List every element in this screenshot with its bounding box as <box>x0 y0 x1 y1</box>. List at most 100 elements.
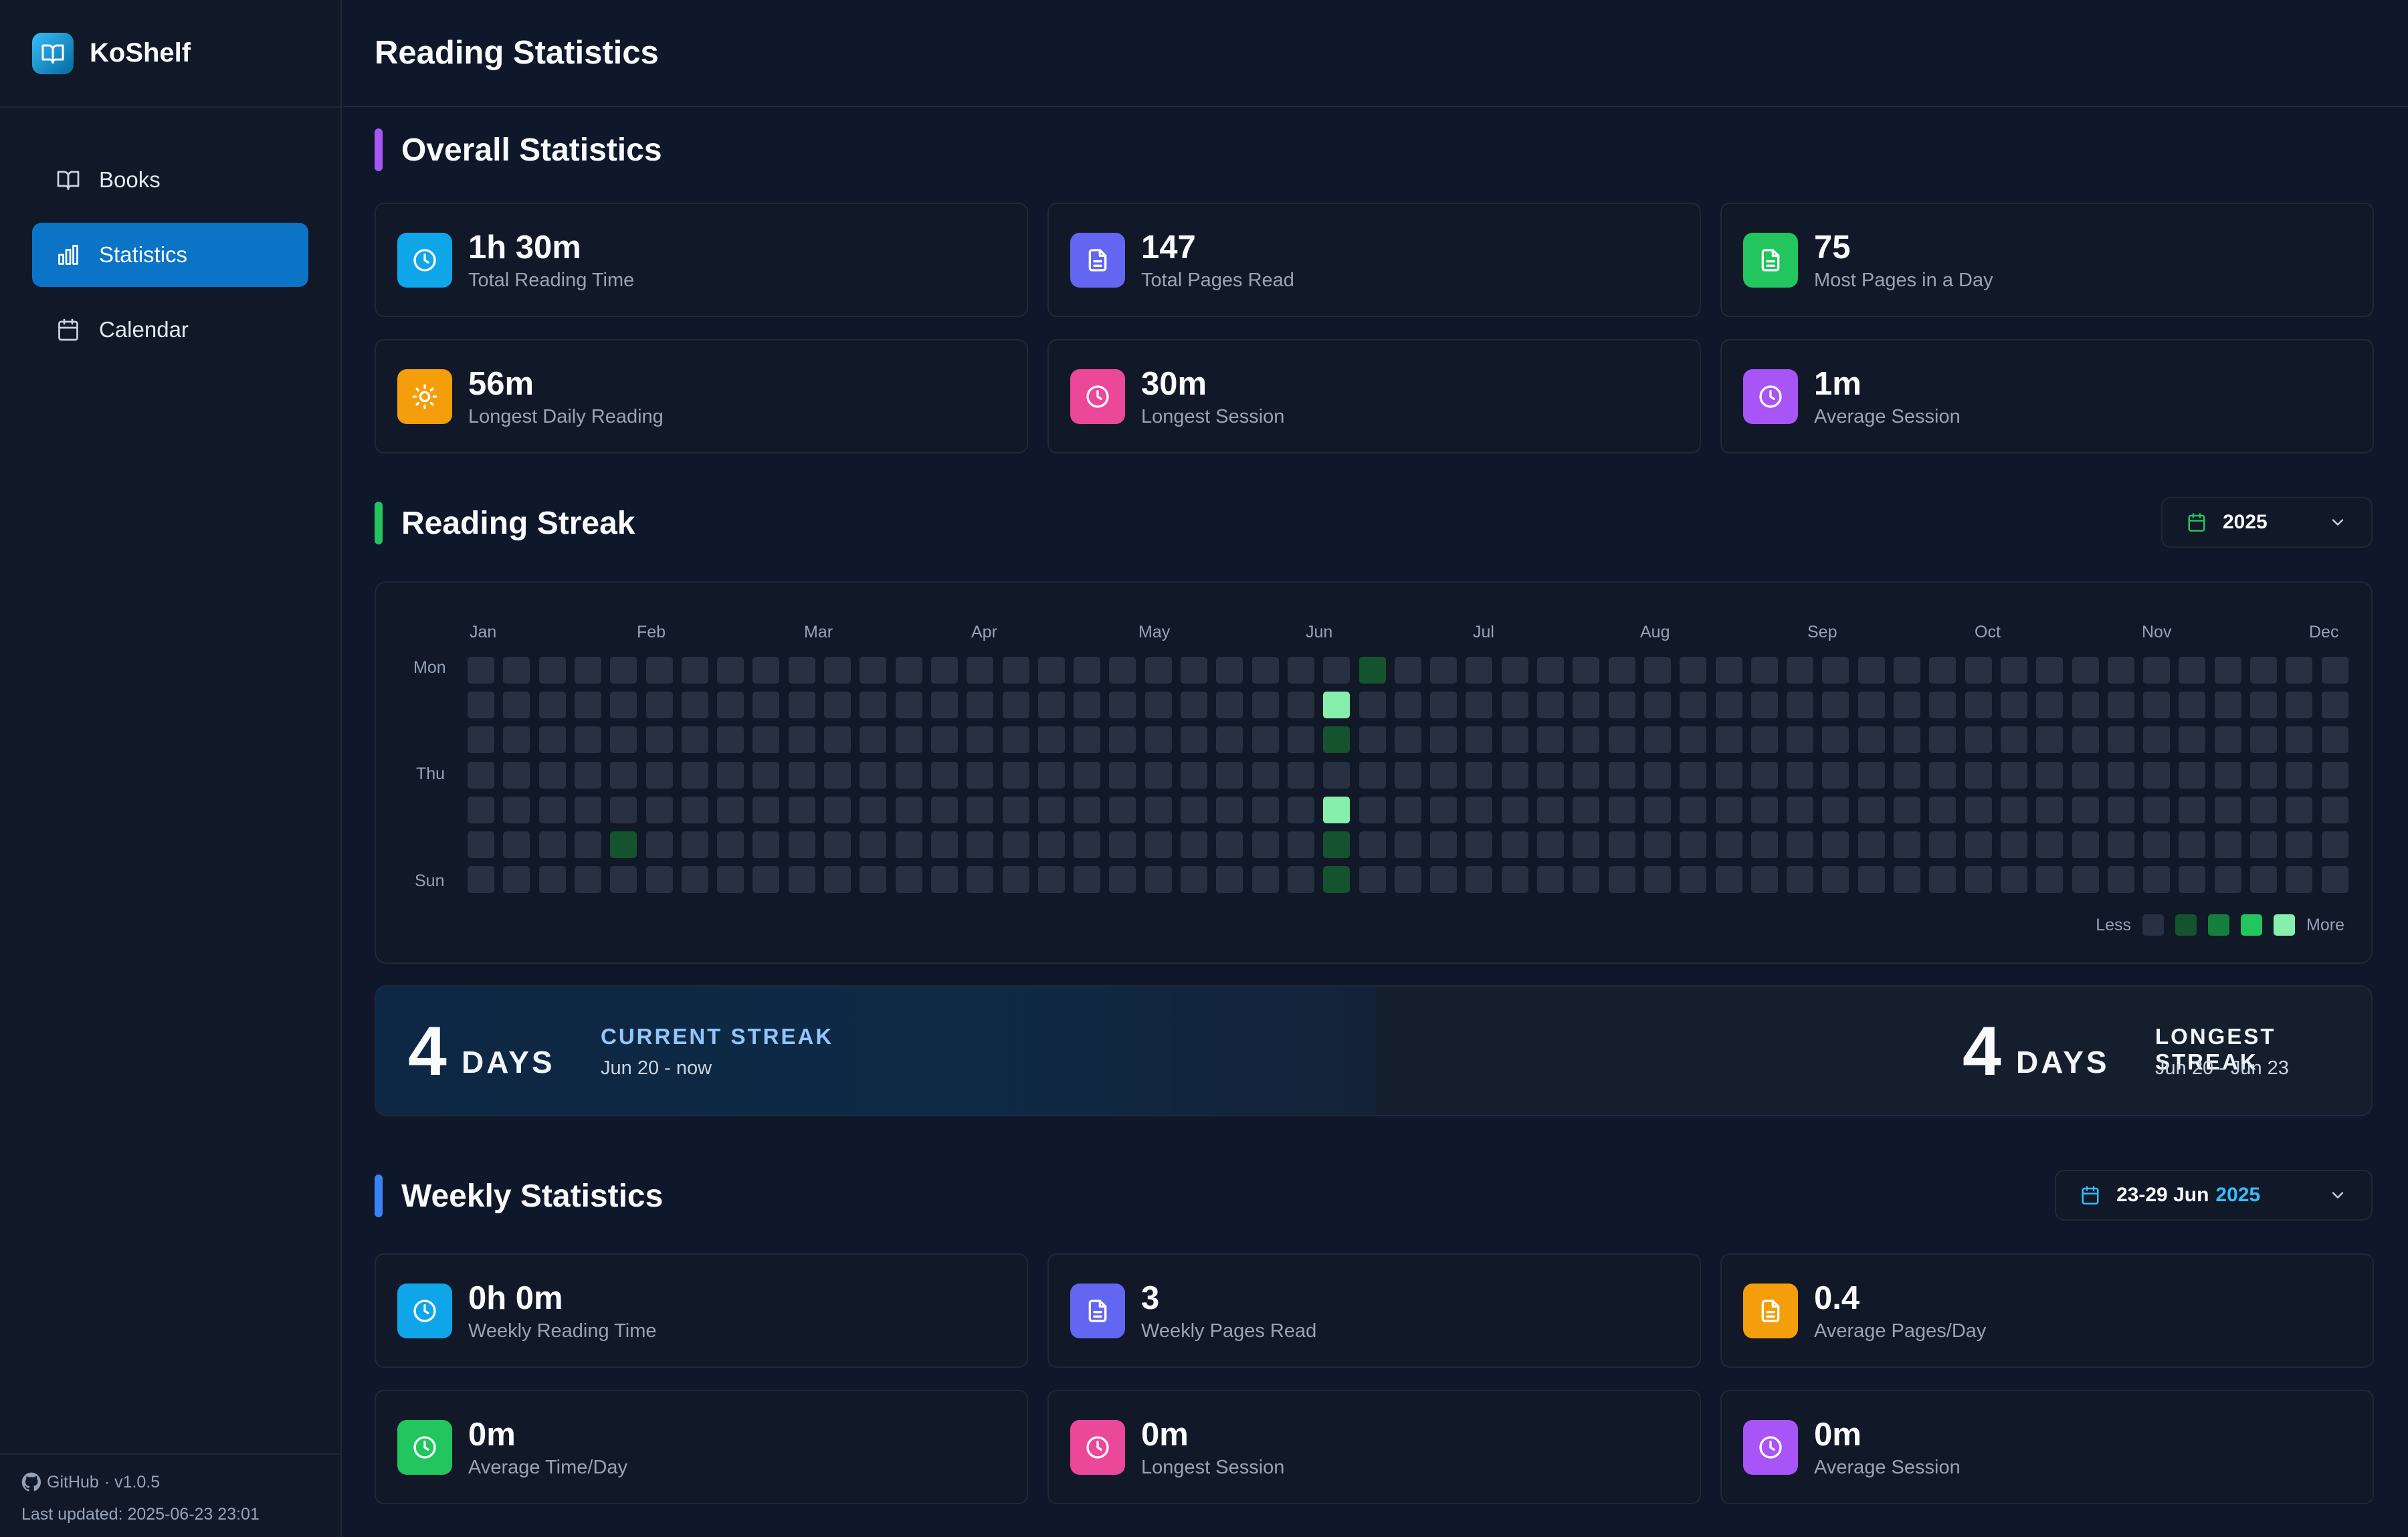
heatmap-cell[interactable] <box>2250 692 2277 718</box>
heatmap-cell[interactable] <box>2001 866 2027 893</box>
week-select[interactable]: 23-29 Jun 2025 <box>2055 1170 2373 1221</box>
heatmap-cell[interactable] <box>717 692 744 718</box>
heatmap-cell[interactable] <box>1395 692 1421 718</box>
heatmap-cell[interactable] <box>503 762 530 789</box>
heatmap-cell[interactable] <box>1430 831 1457 858</box>
heatmap-cell[interactable] <box>1109 797 1136 823</box>
heatmap-cell[interactable] <box>1323 657 1350 684</box>
heatmap-cell[interactable] <box>2036 831 2063 858</box>
heatmap-cell[interactable] <box>2322 831 2348 858</box>
heatmap-cell[interactable] <box>1609 657 1635 684</box>
heatmap-cell[interactable] <box>1359 797 1386 823</box>
heatmap-cell[interactable] <box>1252 762 1279 789</box>
heatmap-cell[interactable] <box>1502 726 1528 753</box>
heatmap-cell[interactable] <box>1181 657 1207 684</box>
heatmap-cell[interactable] <box>1074 866 1100 893</box>
heatmap-cell[interactable] <box>1252 657 1279 684</box>
heatmap-cell[interactable] <box>1003 657 1029 684</box>
heatmap-cell[interactable] <box>1288 831 1314 858</box>
heatmap-cell[interactable] <box>1680 831 1706 858</box>
heatmap-cell[interactable] <box>1894 692 1920 718</box>
heatmap-cell[interactable] <box>2179 797 2205 823</box>
heatmap-cell[interactable] <box>1751 726 1778 753</box>
heatmap-cell[interactable] <box>1573 831 1599 858</box>
heatmap-cell[interactable] <box>717 726 744 753</box>
heatmap-cell[interactable] <box>468 831 494 858</box>
heatmap-cell[interactable] <box>1074 797 1100 823</box>
heatmap-cell[interactable] <box>2036 692 2063 718</box>
heatmap-cell[interactable] <box>2250 726 2277 753</box>
heatmap-cell[interactable] <box>646 726 673 753</box>
heatmap-cell[interactable] <box>1822 866 1849 893</box>
heatmap-cell[interactable] <box>1216 726 1243 753</box>
heatmap-cell[interactable] <box>610 866 637 893</box>
heatmap-cell[interactable] <box>2286 797 2312 823</box>
heatmap-cell[interactable] <box>2322 797 2348 823</box>
heatmap-cell[interactable] <box>1252 797 1279 823</box>
heatmap-cell[interactable] <box>2143 797 2170 823</box>
heatmap-cell[interactable] <box>1787 831 1813 858</box>
heatmap-cell[interactable] <box>1003 831 1029 858</box>
heatmap-cell[interactable] <box>2215 657 2241 684</box>
heatmap-cell[interactable] <box>1537 866 1564 893</box>
heatmap-cell[interactable] <box>610 692 637 718</box>
heatmap-cell[interactable] <box>1181 692 1207 718</box>
heatmap-cell[interactable] <box>1145 762 1172 789</box>
heatmap-cell[interactable] <box>752 762 779 789</box>
heatmap-cell[interactable] <box>1395 657 1421 684</box>
heatmap-cell[interactable] <box>1323 866 1350 893</box>
heatmap-cell[interactable] <box>1787 866 1813 893</box>
heatmap-cell[interactable] <box>1787 692 1813 718</box>
heatmap-cell[interactable] <box>967 797 993 823</box>
heatmap-cell[interactable] <box>1145 866 1172 893</box>
heatmap-cell[interactable] <box>2143 831 2170 858</box>
heatmap-cell[interactable] <box>967 866 993 893</box>
heatmap-cell[interactable] <box>824 831 851 858</box>
heatmap-cell[interactable] <box>717 762 744 789</box>
heatmap-cell[interactable] <box>1537 657 1564 684</box>
heatmap-cell[interactable] <box>1573 692 1599 718</box>
heatmap-cell[interactable] <box>2108 657 2134 684</box>
heatmap-cell[interactable] <box>539 657 566 684</box>
heatmap-cell[interactable] <box>1716 866 1742 893</box>
heatmap-cell[interactable] <box>896 657 922 684</box>
heatmap-cell[interactable] <box>1965 831 1992 858</box>
heatmap-cell[interactable] <box>789 866 815 893</box>
heatmap-cell[interactable] <box>1965 762 1992 789</box>
heatmap-cell[interactable] <box>1288 866 1314 893</box>
heatmap-cell[interactable] <box>1359 831 1386 858</box>
heatmap-cell[interactable] <box>2179 657 2205 684</box>
heatmap-cell[interactable] <box>539 831 566 858</box>
heatmap-cell[interactable] <box>1609 762 1635 789</box>
heatmap-cell[interactable] <box>1573 657 1599 684</box>
heatmap-cell[interactable] <box>1502 692 1528 718</box>
heatmap-cell[interactable] <box>1573 866 1599 893</box>
heatmap-cell[interactable] <box>682 797 708 823</box>
heatmap-cell[interactable] <box>1181 866 1207 893</box>
heatmap-cell[interactable] <box>539 726 566 753</box>
heatmap-cell[interactable] <box>1929 831 1956 858</box>
heatmap-cell[interactable] <box>1822 726 1849 753</box>
heatmap-cell[interactable] <box>931 726 958 753</box>
heatmap-cell[interactable] <box>824 692 851 718</box>
heatmap-cell[interactable] <box>610 726 637 753</box>
heatmap-cell[interactable] <box>1537 797 1564 823</box>
heatmap-cell[interactable] <box>2001 657 2027 684</box>
heatmap-cell[interactable] <box>1252 866 1279 893</box>
heatmap-cell[interactable] <box>824 866 851 893</box>
heatmap-cell[interactable] <box>575 866 601 893</box>
heatmap-cell[interactable] <box>610 657 637 684</box>
heatmap-cell[interactable] <box>1644 797 1671 823</box>
heatmap-cell[interactable] <box>860 797 886 823</box>
brand[interactable]: KoShelf <box>0 0 340 108</box>
heatmap-cell[interactable] <box>503 726 530 753</box>
heatmap-cell[interactable] <box>2143 866 2170 893</box>
heatmap-cell[interactable] <box>860 866 886 893</box>
heatmap-cell[interactable] <box>503 831 530 858</box>
heatmap-cell[interactable] <box>1680 797 1706 823</box>
heatmap-cell[interactable] <box>1074 762 1100 789</box>
heatmap-cell[interactable] <box>1109 831 1136 858</box>
heatmap-cell[interactable] <box>824 762 851 789</box>
heatmap-cell[interactable] <box>1216 831 1243 858</box>
heatmap-cell[interactable] <box>752 831 779 858</box>
